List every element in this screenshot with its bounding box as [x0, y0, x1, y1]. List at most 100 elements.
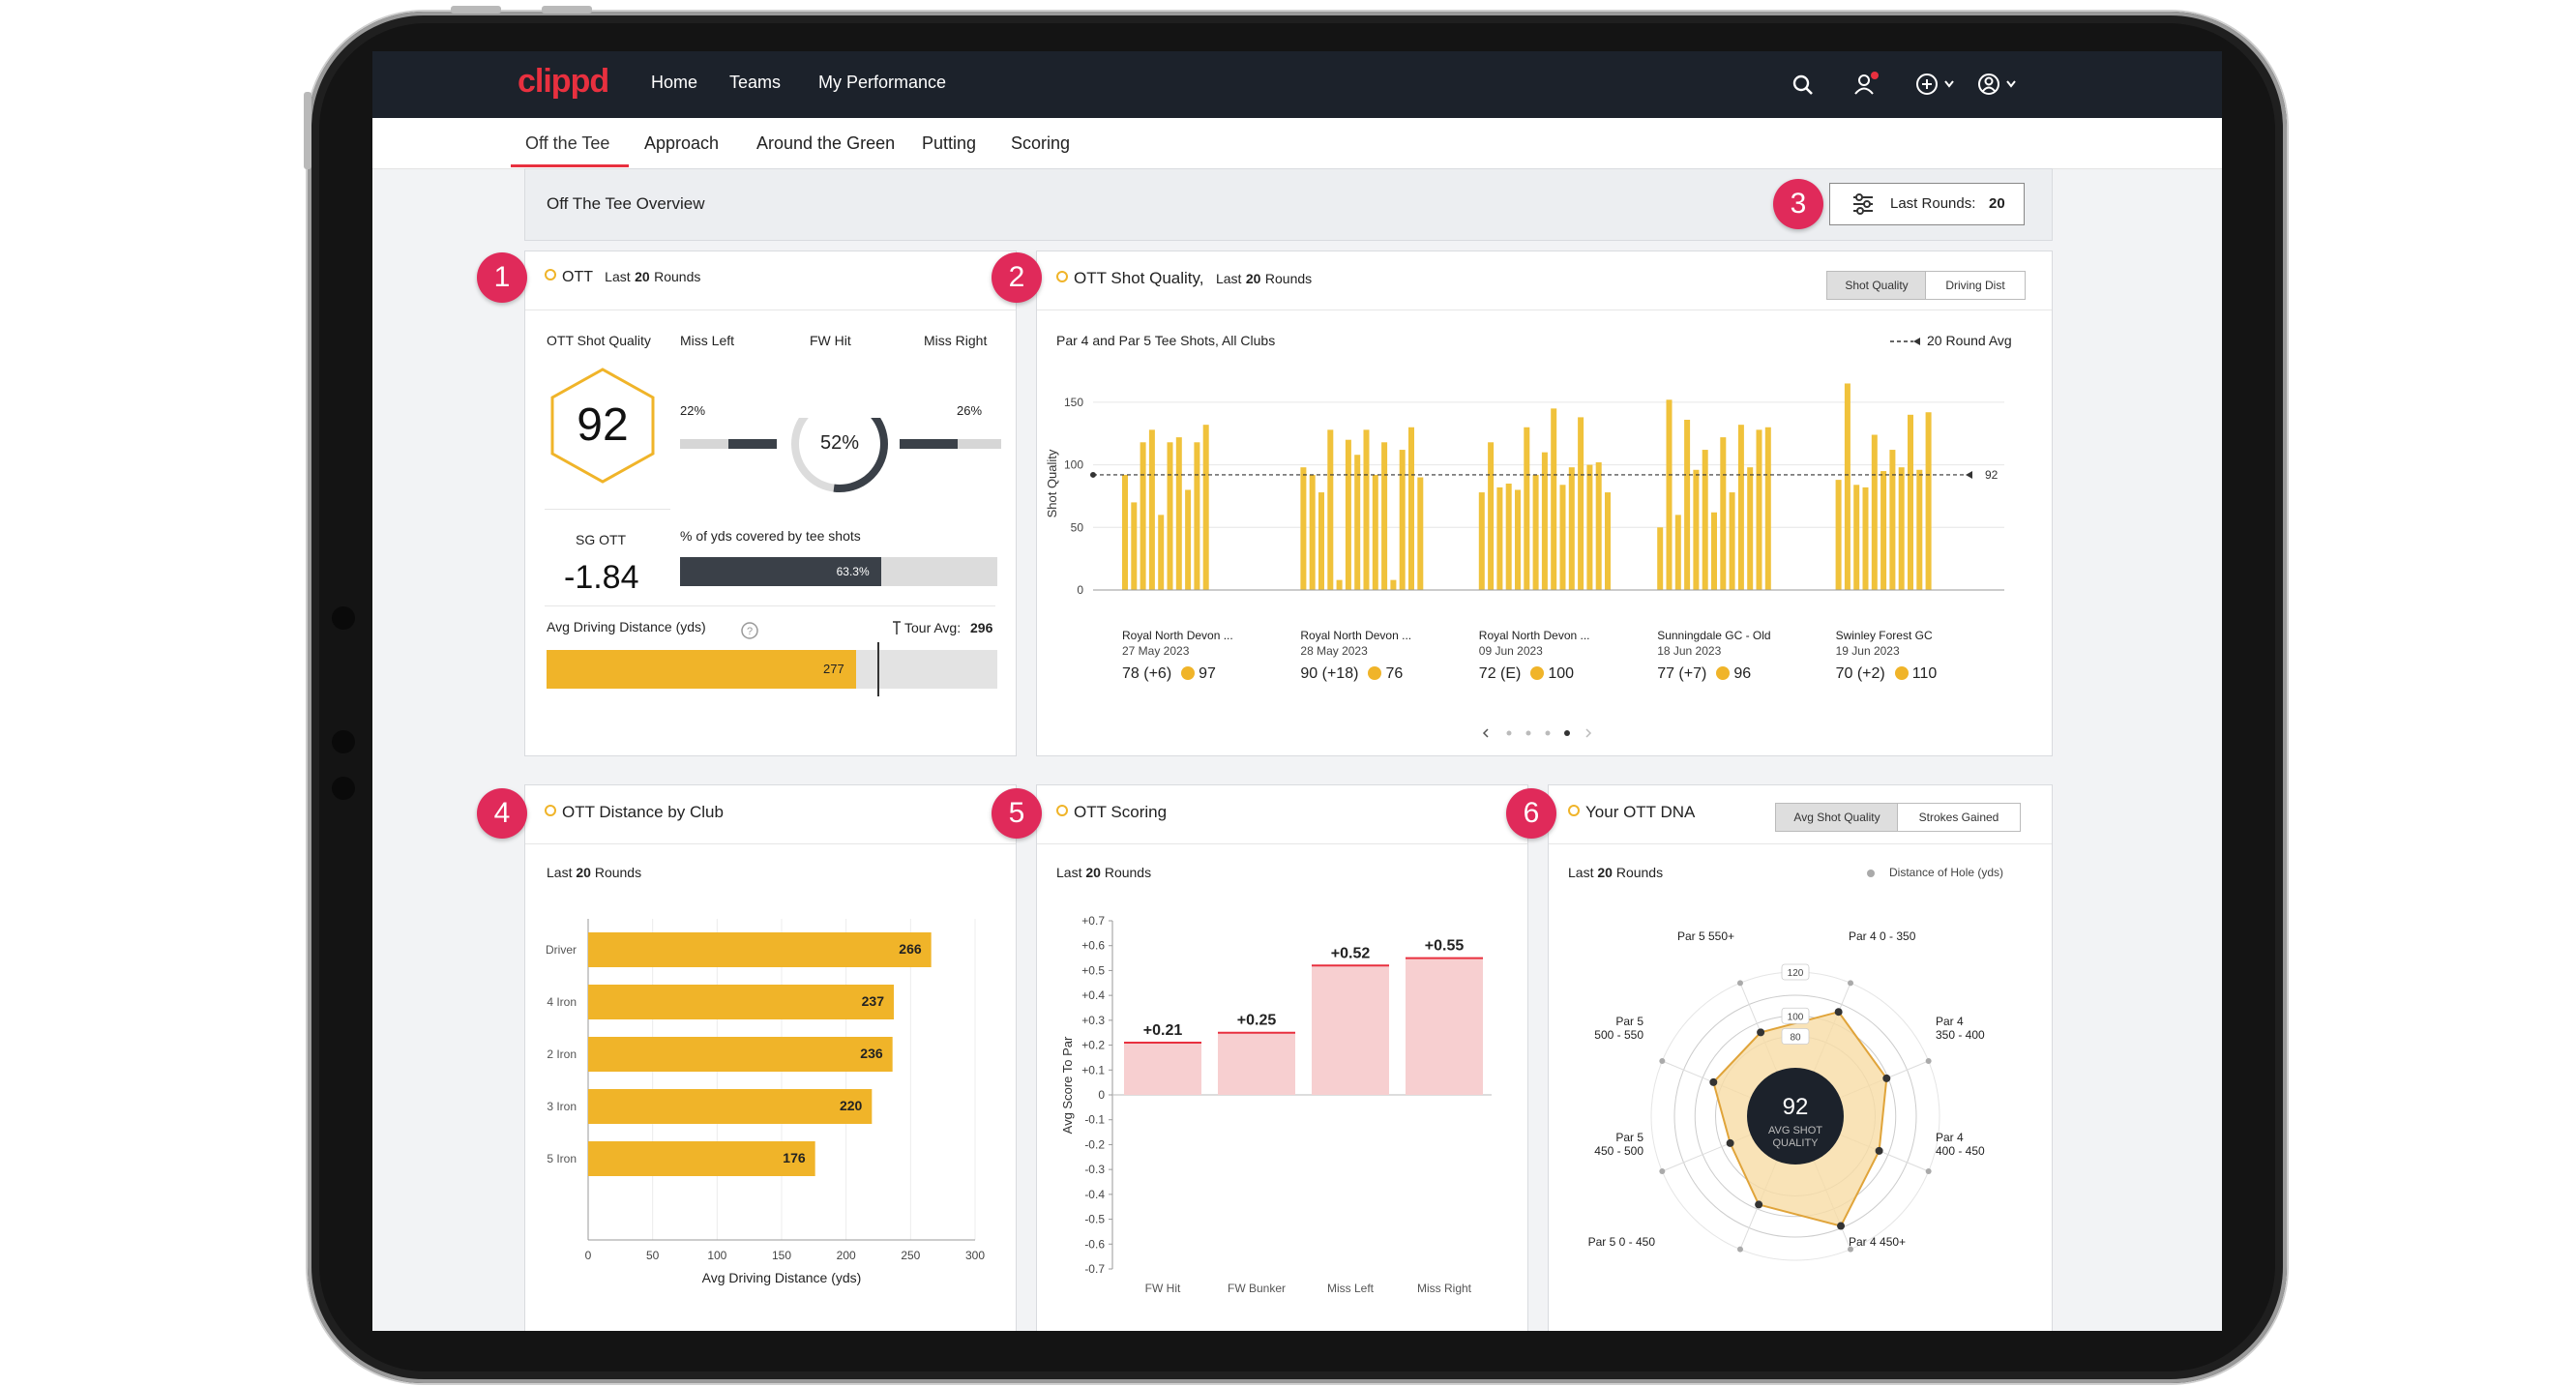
callout-badge-4: 4 [477, 788, 527, 839]
tab-approach[interactable]: Approach [644, 133, 720, 153]
shot-quality-bar [1702, 450, 1708, 590]
scoring-value-label: +0.21 [1143, 1022, 1183, 1039]
nav-home[interactable]: Home [651, 73, 698, 92]
scoring-card: OTT Scoring Last 20 Rounds +0.7 +0.6 +0.5 +… [1036, 784, 1528, 1331]
shot-quality-bar [1898, 467, 1905, 590]
divider [525, 843, 1016, 844]
shot-quality-bar [1764, 427, 1771, 590]
radar-axis-label: Par 4 350 - 400 [1936, 1015, 1985, 1042]
search-icon[interactable] [1791, 73, 1816, 98]
dna-card-header: Your OTT DNA [1568, 803, 1695, 822]
tour-avg-value: 296 [970, 620, 993, 635]
shot-quality-bar [1194, 442, 1200, 590]
radar-point [1726, 1138, 1734, 1147]
radar-center-label: QUALITY [1772, 1137, 1819, 1149]
club-label: 5 Iron [547, 1152, 577, 1165]
x-tick-label: 300 [965, 1249, 985, 1262]
distance-card-header: OTT Distance by Club [545, 803, 724, 822]
y-tick-label: -0.3 [1084, 1163, 1105, 1176]
round-label[interactable]: Royal North Devon ... 09 Jun 2023 72 (E) 10… [1479, 629, 1590, 683]
svg-text:?: ? [747, 626, 753, 637]
carousel-pagination[interactable] [1480, 723, 1606, 743]
shot-quality-bar [1175, 437, 1182, 590]
shot-quality-bar [1300, 467, 1307, 590]
toggle-shot-quality[interactable]: Shot Quality [1826, 271, 1927, 300]
avg-line-legend: 20 Round Avg [1927, 333, 2012, 348]
y-tick-label: 0 [1098, 1088, 1105, 1102]
nav-my-performance[interactable]: My Performance [818, 73, 947, 92]
round-score-row: 72 (E) 100 [1479, 665, 1590, 683]
shot-quality-bar [1605, 492, 1611, 590]
round-label[interactable]: Royal North Devon ... 27 May 2023 78 (+6) 9… [1122, 629, 1233, 683]
scoring-category-label: Miss Left [1327, 1282, 1375, 1295]
radar-axis-dot [1659, 1057, 1666, 1064]
y-tick-label: 0 [1077, 583, 1083, 597]
status-dot [1056, 805, 1068, 816]
last-num: 20 [635, 269, 650, 284]
shot-quality-bar [1524, 427, 1530, 590]
miss-right-pct: 26% [957, 403, 983, 418]
y-tick-label: -0.5 [1084, 1213, 1105, 1226]
help-icon[interactable]: ? [740, 621, 759, 640]
distance-last-rounds: Last 20 Rounds [547, 865, 642, 880]
shot-quality-bar [1568, 467, 1575, 590]
shot-quality-bar [1835, 480, 1842, 590]
round-label[interactable]: Sunningdale GC - Old 18 Jun 2023 77 (+7) 96 [1657, 629, 1770, 683]
tablet-button [542, 6, 592, 14]
round-date: 28 May 2023 [1300, 644, 1368, 658]
shot-quality-card: OTT Shot Quality, Last 20 Rounds Shot Qu… [1036, 251, 2053, 756]
tab-off-the-tee[interactable]: Off the Tee [525, 133, 610, 153]
tab-scoring[interactable]: Scoring [1011, 133, 1071, 153]
round-score: 90 (+18) [1300, 665, 1359, 682]
round-date: 27 May 2023 [1122, 644, 1190, 658]
ring-label-box [1781, 1007, 1810, 1024]
round-label[interactable]: Royal North Devon ... 28 May 2023 90 (+18)… [1300, 629, 1411, 683]
x-tick-label: 250 [901, 1249, 920, 1262]
shot-quality-bar [1889, 450, 1896, 590]
shot-quality-bar [1131, 502, 1138, 590]
divider [545, 605, 995, 606]
ring-label: 120 [1788, 968, 1804, 979]
divider [1037, 843, 1527, 844]
clippd-logo[interactable]: clippd [518, 63, 609, 100]
avg-reference-label: 92 [1985, 468, 1999, 482]
round-label[interactable]: Swinley Forest GC 19 Jun 2023 70 (+2) 110 [1836, 629, 1938, 683]
x-axis-label: Avg Driving Distance (yds) [702, 1270, 862, 1285]
notifications-users-icon[interactable] [1852, 69, 1881, 98]
shot-quality-bar [1515, 489, 1521, 590]
radar-axis-label: Par 5 450 - 500 [1594, 1131, 1643, 1158]
toggle-strokes-gained[interactable]: Strokes Gained [1897, 803, 2021, 832]
club-distance-bar [588, 932, 932, 967]
club-distance-value: 266 [899, 941, 922, 957]
ring-label: 100 [1788, 1012, 1804, 1022]
tab-around-the-green[interactable]: Around the Green [756, 133, 896, 153]
round-quality: 96 [1733, 665, 1752, 682]
radar-axis-dot [1925, 1168, 1932, 1175]
tablet-button [451, 6, 501, 14]
shot-quality-bar [1345, 439, 1351, 590]
round-quality: 97 [1199, 665, 1216, 682]
x-tick-label: 200 [837, 1249, 856, 1262]
shot-quality-bar [1853, 485, 1860, 590]
tab-putting[interactable]: Putting [922, 133, 977, 153]
radar-point [1757, 1028, 1765, 1037]
shot-quality-bar [1336, 579, 1343, 590]
drive-distance-label: Avg Driving Distance (yds) [547, 619, 706, 634]
distance-by-club-chart: 0 50 100 150 200 250 300 Driver 266 4 Iron 237 2 Ir… [546, 919, 985, 1285]
shot-quality-bar [1674, 515, 1681, 590]
club-distance-value: 236 [860, 1046, 883, 1061]
shot-quality-bar [1908, 414, 1913, 590]
last-rounds-filter-button[interactable]: Last Rounds: 20 [1829, 183, 2025, 225]
camera-dot [332, 777, 355, 800]
toggle-driving-dist[interactable]: Driving Dist [1925, 271, 2026, 300]
y-tick-label: +0.5 [1081, 963, 1105, 977]
nav-teams[interactable]: Teams [729, 73, 782, 92]
dna-title: Your OTT DNA [1585, 803, 1696, 821]
profile-icon[interactable] [1976, 71, 2021, 98]
last-num: 20 [1245, 271, 1261, 286]
add-circle-icon[interactable] [1914, 71, 1959, 98]
toggle-avg-shot-quality[interactable]: Avg Shot Quality [1775, 803, 1899, 832]
shot-quality-bar [1122, 474, 1128, 590]
round-score: 70 (+2) [1835, 665, 1885, 682]
shot-quality-bar [1720, 437, 1727, 590]
